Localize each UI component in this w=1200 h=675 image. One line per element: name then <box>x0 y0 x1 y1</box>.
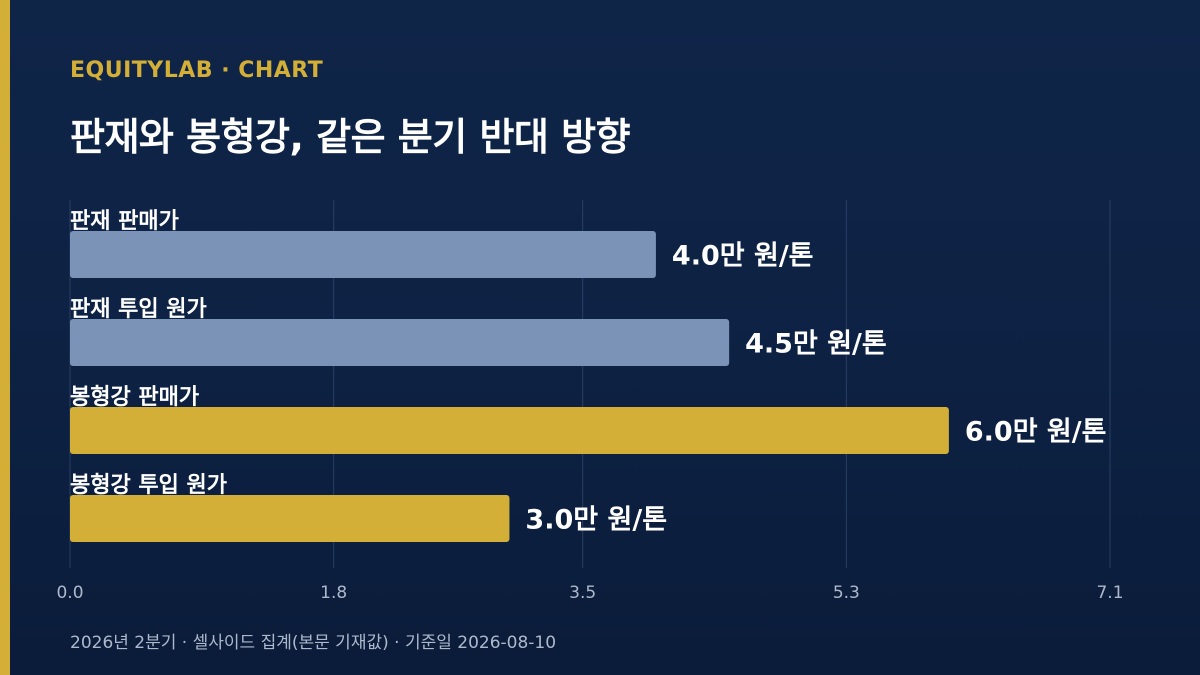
value-label: 6.0만 원/톤 <box>965 417 1107 448</box>
accent-bar <box>0 0 10 675</box>
value-label: 4.0만 원/톤 <box>672 241 814 272</box>
x-tick-label: 1.8 <box>320 583 347 603</box>
value-label: 3.0만 원/톤 <box>525 505 667 536</box>
x-tick-label: 5.3 <box>833 583 860 603</box>
category-label: 봉형강 판매가 <box>70 385 199 410</box>
x-axis-ticks: 0.0 1.8 3.5 5.3 7.1 <box>56 583 1123 603</box>
category-label: 봉형강 투입 원가 <box>70 473 227 498</box>
category-label: 판재 투입 원가 <box>70 297 207 322</box>
brand-label: EQUITYLAB · CHART <box>70 58 324 83</box>
bar <box>70 407 949 454</box>
bar <box>70 495 510 542</box>
x-tick-label: 7.1 <box>1096 583 1123 603</box>
x-tick-label: 0.0 <box>56 583 83 603</box>
category-label: 판재 판매가 <box>70 209 179 234</box>
footnote: 2026년 2분기 · 셀사이드 집계(본문 기재값) · 기준일 2026-0… <box>70 633 557 653</box>
bar <box>70 319 730 366</box>
bar <box>70 231 656 278</box>
x-tick-label: 3.5 <box>569 583 596 603</box>
value-label: 4.5만 원/톤 <box>745 329 887 360</box>
chart-title: 판재와 봉형강, 같은 분기 반대 방향 <box>70 115 631 159</box>
